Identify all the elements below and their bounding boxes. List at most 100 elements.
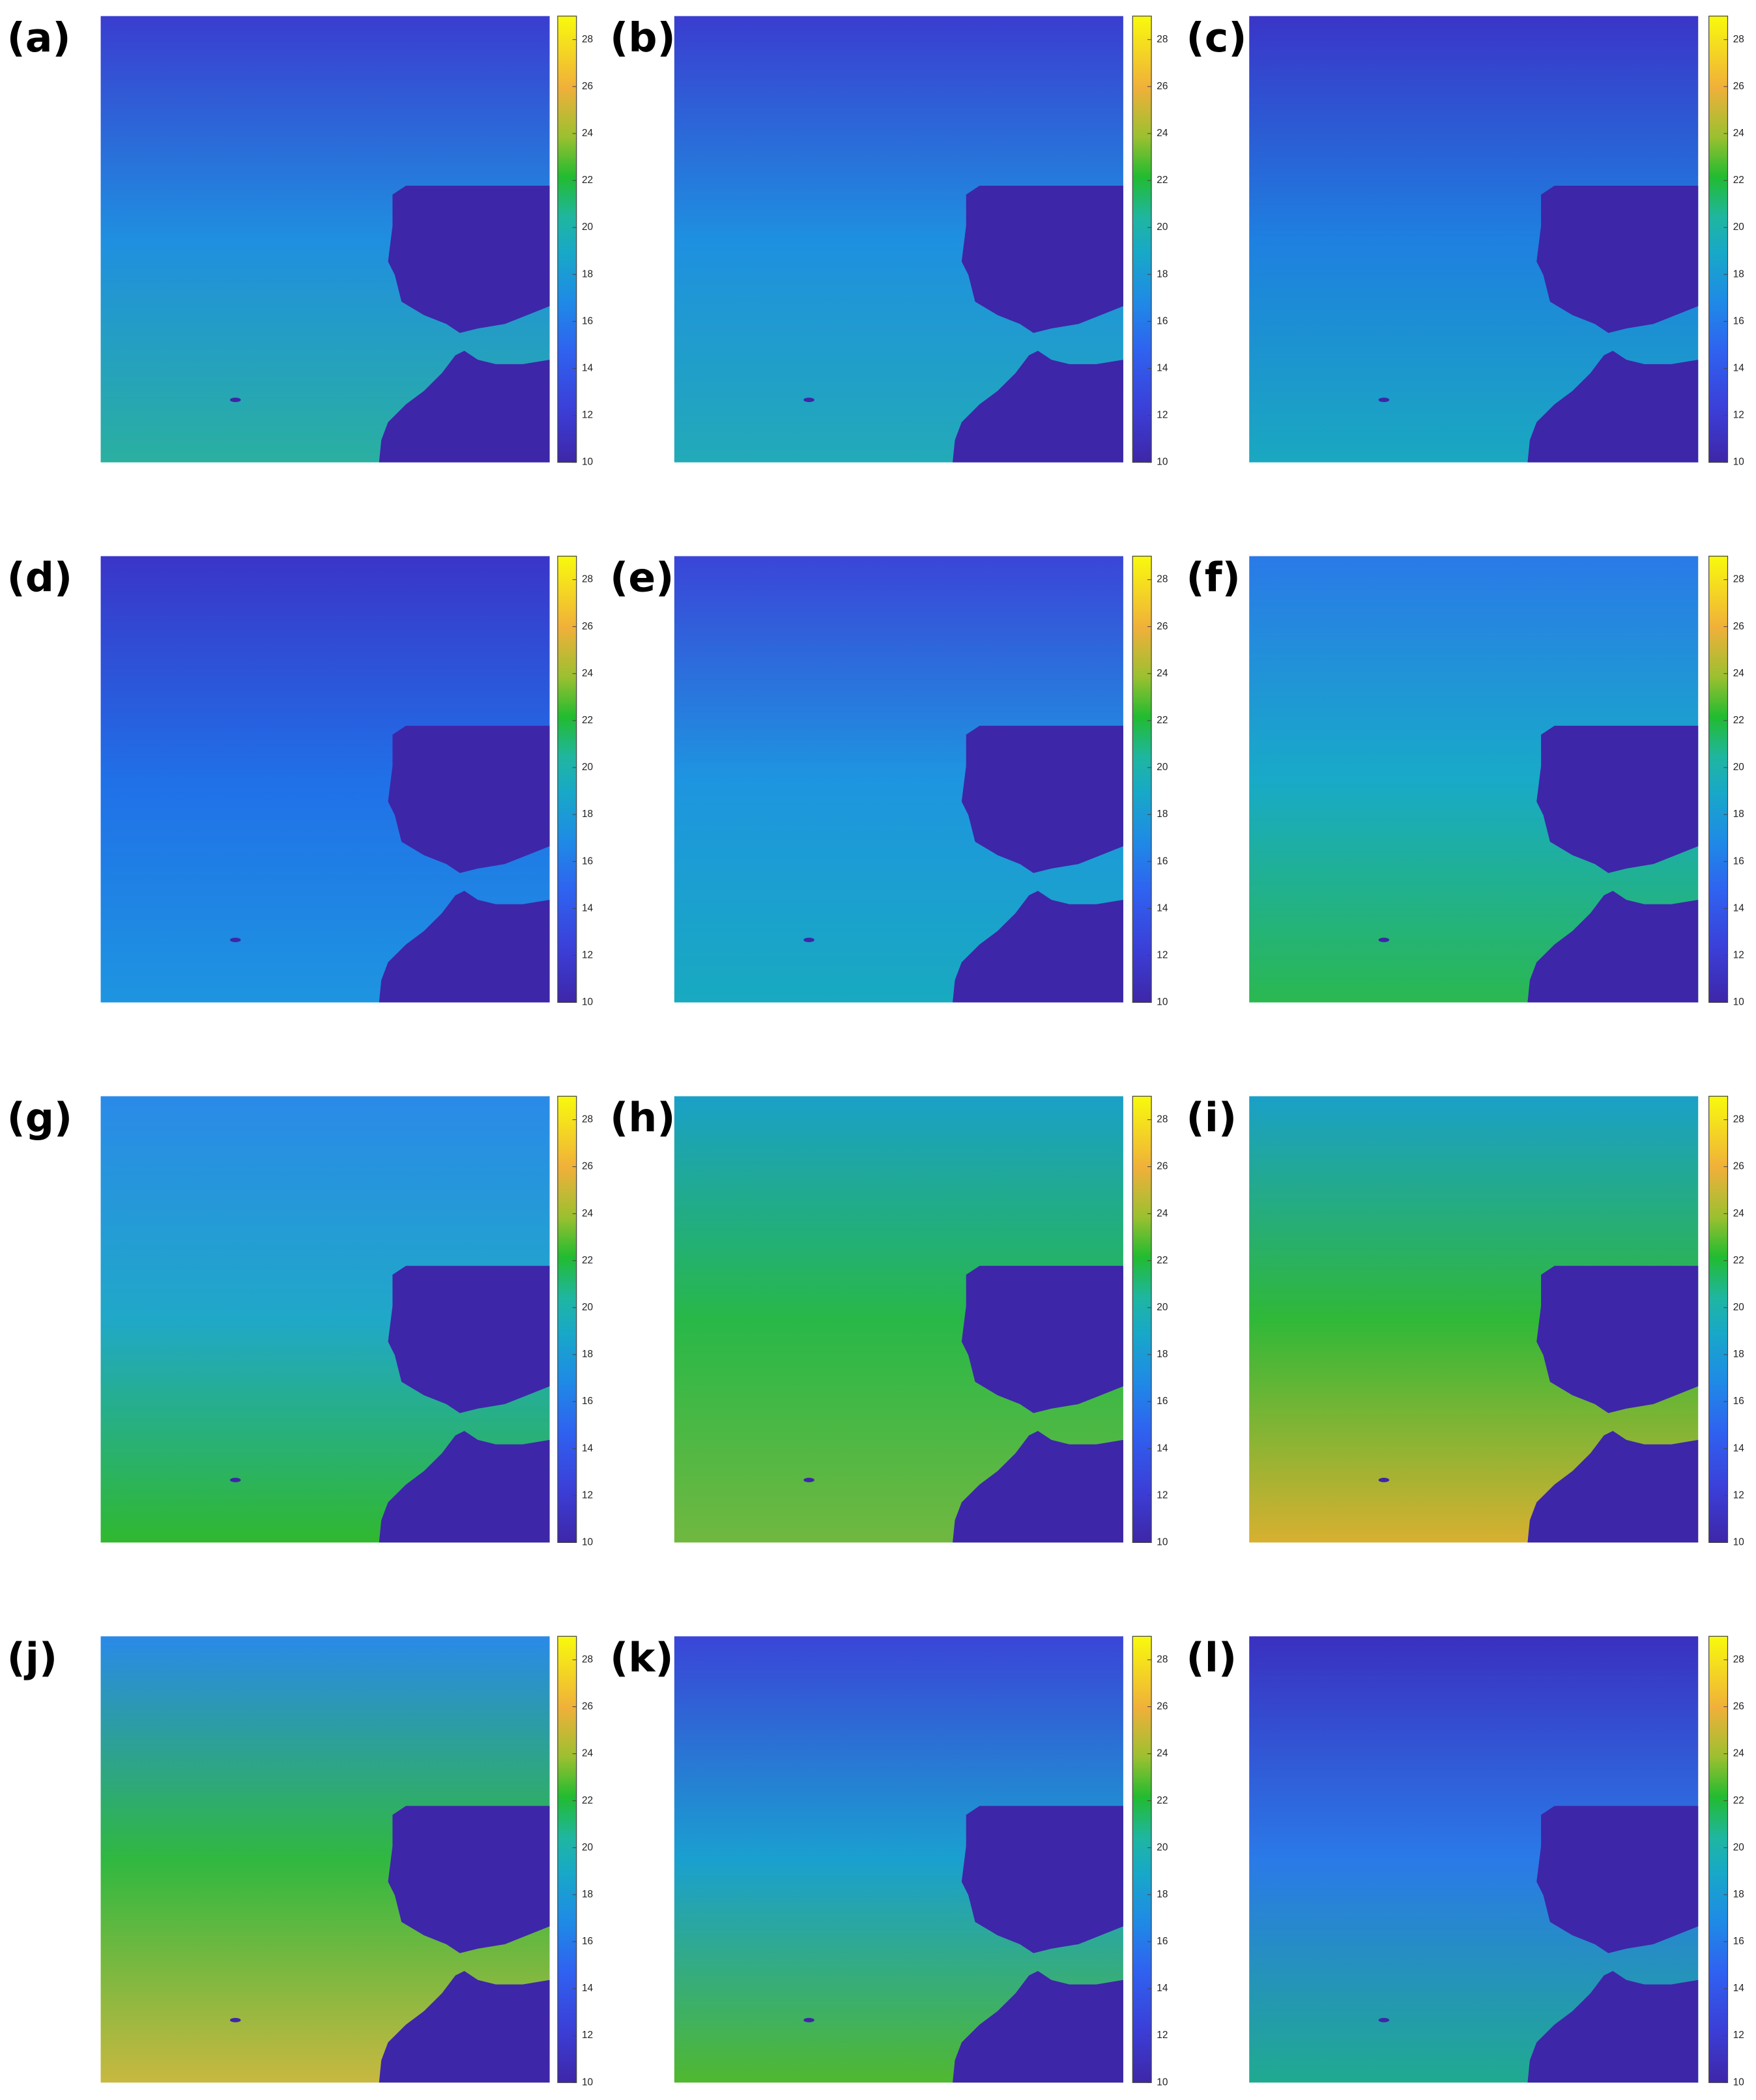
land-iberia xyxy=(1536,1265,1699,1413)
colorbar-tick-label: 10 xyxy=(1157,2077,1168,2088)
colorbar-tick-label: 22 xyxy=(582,1795,593,1806)
colorbar-tick-label: 14 xyxy=(582,1443,594,1454)
land-iberia xyxy=(961,725,1123,873)
colorbar-tick-label: 10 xyxy=(582,1536,593,1547)
colorbar-tick-label: 26 xyxy=(582,621,593,632)
colorbar-tick-label: 16 xyxy=(1157,315,1168,326)
colorbar-tick-label: 18 xyxy=(1733,1349,1744,1360)
colorbar-tick-label: 20 xyxy=(1733,762,1744,773)
panel-label: (e) xyxy=(610,554,674,601)
panel: (a) 10 12 14 16 18 20 22 24 26 28 xyxy=(7,14,594,468)
panel: (l) 10 12 14 16 18 20 22 24 26 28 xyxy=(1187,1634,1745,2088)
colorbar-tick-label: 12 xyxy=(1733,1489,1744,1501)
panel-label: (l) xyxy=(1187,1634,1237,1681)
colorbar-tick-label: 18 xyxy=(1733,809,1744,820)
colorbar-tick-label: 16 xyxy=(1733,315,1744,326)
colorbar-tick-label: 22 xyxy=(1157,175,1168,186)
colorbar xyxy=(1708,1635,1729,2083)
colorbar-tick-label: 26 xyxy=(1157,1161,1168,1172)
island xyxy=(229,938,241,943)
colorbar-tick-label: 18 xyxy=(582,1889,593,1900)
colorbar xyxy=(1132,16,1152,463)
land xyxy=(229,725,550,1003)
colorbar-tick-label: 28 xyxy=(1157,574,1168,585)
colorbar-tick-label: 26 xyxy=(1157,81,1168,92)
land-africa xyxy=(953,1971,1123,2083)
colorbar-tick-label: 28 xyxy=(1733,1654,1744,1665)
colorbar-tick-label: 20 xyxy=(1733,1842,1744,1853)
colorbar-tick-label: 10 xyxy=(1157,997,1168,1008)
colorbar-tick-label: 26 xyxy=(1157,1701,1168,1712)
colorbar-tick-label: 14 xyxy=(1157,1443,1168,1454)
land xyxy=(1378,1805,1699,2083)
land-africa xyxy=(1527,891,1699,1003)
land-africa xyxy=(953,351,1123,463)
land xyxy=(1378,725,1699,1003)
land xyxy=(803,1265,1123,1543)
colorbar-tick-label: 26 xyxy=(582,81,593,92)
colorbar-tick-label: 20 xyxy=(582,222,593,233)
colorbar-tick-label: 26 xyxy=(582,1161,593,1172)
colorbar xyxy=(557,555,577,1003)
colorbar-tick-label: 16 xyxy=(1157,1936,1168,1947)
colorbar-tick-label: 26 xyxy=(582,1701,593,1712)
land-iberia xyxy=(1536,185,1699,333)
colorbar-tick-label: 14 xyxy=(582,1983,594,1994)
land xyxy=(803,1805,1123,2083)
island xyxy=(229,1478,241,1482)
land-iberia xyxy=(1536,1805,1699,1953)
colorbar-tick-label: 18 xyxy=(1733,268,1744,280)
colorbar-tick-label: 26 xyxy=(1733,1701,1744,1712)
island xyxy=(1378,2017,1390,2022)
land xyxy=(229,1265,550,1543)
panel-label: (k) xyxy=(610,1634,673,1681)
colorbar-tick-label: 22 xyxy=(1733,175,1744,186)
colorbar-tick-label: 18 xyxy=(582,268,593,280)
colorbar-tick-label: 16 xyxy=(1733,1936,1744,1947)
colorbar-tick-label: 24 xyxy=(1157,668,1168,679)
land-iberia xyxy=(388,1805,550,1953)
colorbar-tick-label: 14 xyxy=(1733,902,1745,913)
colorbar-tick-label: 18 xyxy=(1157,1349,1168,1360)
colorbar-tick-label: 12 xyxy=(1157,949,1168,960)
land-africa xyxy=(1527,1431,1699,1543)
colorbar-tick-label: 24 xyxy=(1157,1208,1168,1219)
colorbar-tick-label: 12 xyxy=(1733,410,1744,421)
colorbar-tick-label: 22 xyxy=(1157,1795,1168,1806)
colorbar-tick-label: 16 xyxy=(582,1936,593,1947)
land-iberia xyxy=(961,1265,1123,1413)
colorbar-tick-label: 20 xyxy=(1157,1842,1168,1853)
colorbar-tick-label: 20 xyxy=(1157,762,1168,773)
colorbar-tick-label: 28 xyxy=(582,574,593,585)
colorbar-tick-label: 14 xyxy=(582,902,594,913)
island xyxy=(229,2017,241,2022)
colorbar xyxy=(1132,555,1152,1003)
panel-label: (d) xyxy=(7,554,73,601)
colorbar-tick-label: 14 xyxy=(1733,1983,1745,1994)
colorbar-tick-label: 22 xyxy=(582,1255,593,1266)
panel-label: (h) xyxy=(610,1095,675,1142)
colorbar-tick-label: 24 xyxy=(1157,128,1168,139)
colorbar-tick-label: 10 xyxy=(582,997,593,1008)
panel: (k) 10 12 14 16 18 20 22 24 26 28 xyxy=(610,1634,1168,2088)
panel-label: (f) xyxy=(1187,554,1241,601)
colorbar-tick-label: 24 xyxy=(1733,128,1745,139)
colorbar-tick-label: 28 xyxy=(582,1654,593,1665)
colorbar-tick-label: 18 xyxy=(1157,1889,1168,1900)
colorbar-tick-label: 16 xyxy=(582,1396,593,1407)
land xyxy=(229,1805,550,2083)
panel: (c) 10 12 14 16 18 20 22 24 26 28 xyxy=(1187,14,1745,468)
land-africa xyxy=(1527,1971,1699,2083)
colorbar-tick-label: 28 xyxy=(1733,574,1744,585)
colorbar-tick-label: 28 xyxy=(582,34,593,45)
colorbar-tick-label: 10 xyxy=(582,2077,593,2088)
land-iberia xyxy=(388,185,550,333)
colorbar-tick-label: 20 xyxy=(1733,222,1744,233)
colorbar-tick-label: 10 xyxy=(1157,457,1168,468)
colorbar-tick-label: 26 xyxy=(1733,81,1744,92)
panel: (b) 10 12 14 16 18 20 22 24 26 28 xyxy=(610,14,1168,468)
colorbar-tick-label: 20 xyxy=(582,1842,593,1853)
colorbar xyxy=(1708,16,1729,463)
land xyxy=(803,725,1123,1003)
colorbar xyxy=(1132,1635,1152,2083)
